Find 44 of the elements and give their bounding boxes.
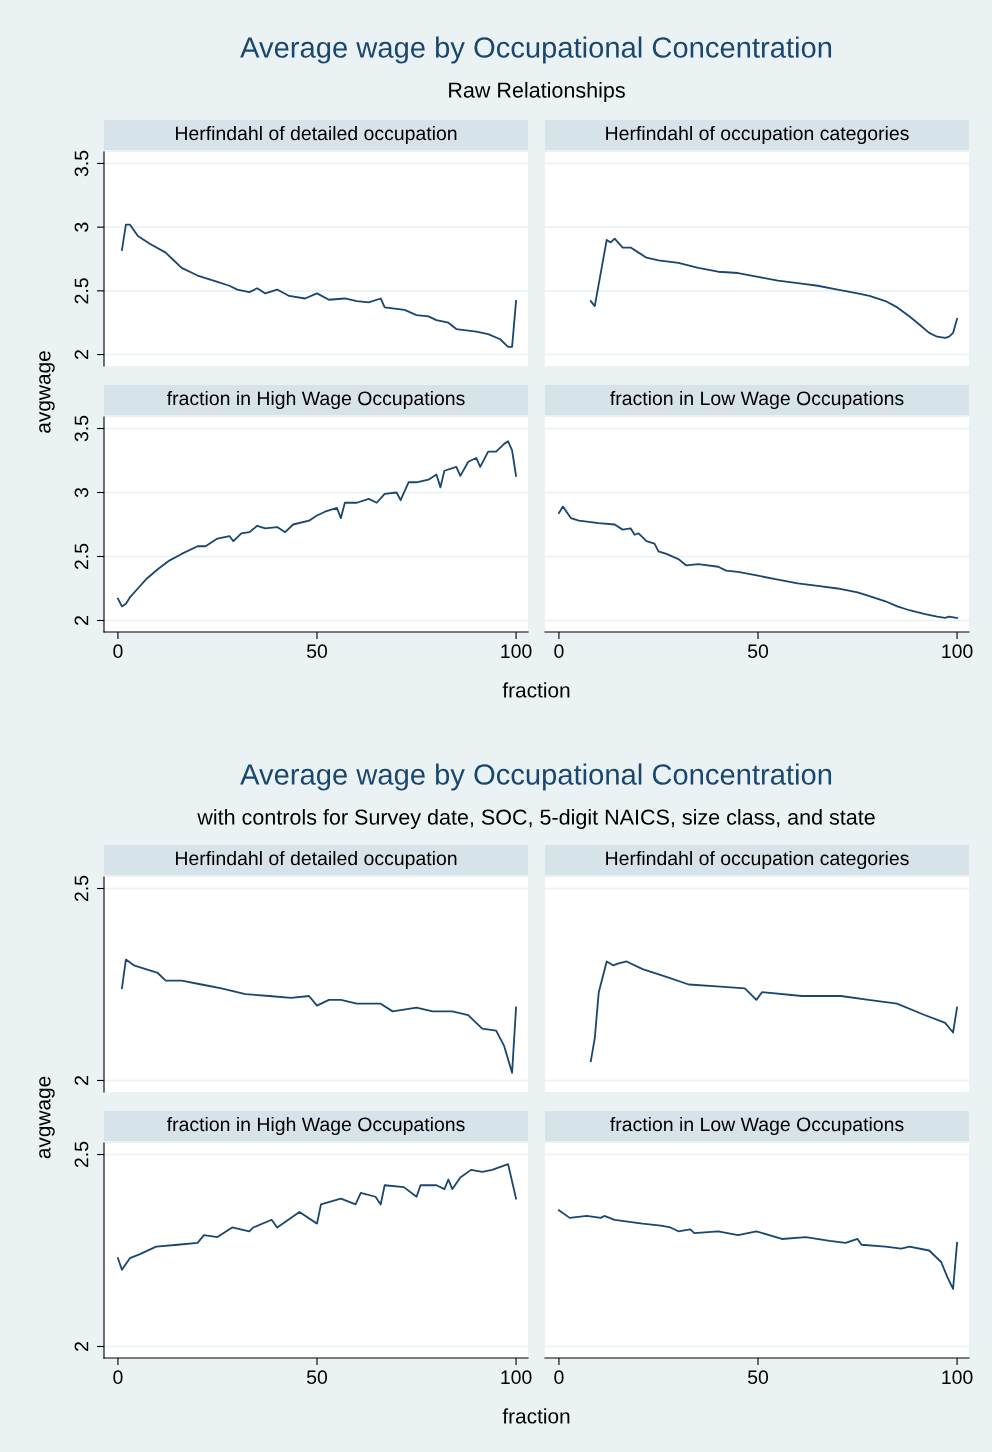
text: Average wage by Occupational Concentration bbox=[240, 763, 832, 791]
y-tick-label: 2.5 bbox=[74, 543, 89, 570]
y-tick-label: 3 bbox=[74, 222, 89, 232]
chart-title: Herfindahl of detailed occupation bbox=[176, 125, 457, 145]
y-tick-label: 3 bbox=[74, 487, 89, 498]
chart-title: fraction in High Wage Occupations bbox=[166, 1116, 465, 1136]
x-tick-label: 50 bbox=[306, 644, 328, 659]
text: Average wage by Occupational Concentration bbox=[240, 36, 832, 64]
chart-title: fraction in High Wage Occupations bbox=[166, 390, 465, 410]
line-series bbox=[117, 1163, 517, 1271]
x-tick-label: 100 bbox=[501, 644, 532, 659]
x-tick-label: 0 bbox=[113, 644, 123, 659]
chart-title: Herfindahl of detailed occupation bbox=[176, 850, 457, 870]
x-tick-label: 100 bbox=[942, 1370, 973, 1385]
line-series bbox=[121, 223, 517, 348]
y-tick-label: 2 bbox=[74, 1076, 89, 1085]
y-tick-label: 3.5 bbox=[74, 415, 89, 442]
chart-title: Herfindahl of occupation categories bbox=[606, 850, 909, 870]
chart-title: Herfindahl of occupation categories bbox=[606, 125, 909, 145]
x-tick-label: 100 bbox=[942, 644, 973, 659]
y-axis-title: avgwage bbox=[39, 351, 55, 433]
y-tick-label: 2.5 bbox=[74, 278, 89, 304]
chart-title: fraction in Low Wage Occupations bbox=[610, 390, 904, 410]
y-tick-label: 3.5 bbox=[74, 150, 89, 177]
line-series bbox=[117, 440, 517, 608]
text: with controls for Survey date, SOC, 5-digit NAICS, size class, and state bbox=[197, 808, 875, 830]
line-series bbox=[121, 958, 517, 1074]
x-axis-title: fraction bbox=[502, 1408, 570, 1424]
y-tick-label: 2.5 bbox=[74, 1141, 89, 1168]
x-tick-label: 0 bbox=[554, 644, 564, 659]
y-tick-label: 2 bbox=[74, 350, 89, 359]
x-tick-label: 0 bbox=[113, 1370, 123, 1385]
y-tick-label: 2 bbox=[74, 616, 89, 625]
x-tick-label: 100 bbox=[501, 1370, 532, 1385]
x-tick-label: 50 bbox=[306, 1370, 328, 1385]
chart-title: fraction in Low Wage Occupations bbox=[610, 1116, 904, 1136]
x-axis-title: fraction bbox=[502, 682, 570, 698]
x-tick-label: 50 bbox=[747, 1370, 769, 1385]
x-tick-label: 50 bbox=[747, 644, 769, 659]
y-tick-label: 2 bbox=[74, 1342, 89, 1351]
x-tick-label: 0 bbox=[554, 1370, 564, 1385]
y-axis-title: avgwage bbox=[39, 1076, 55, 1159]
y-tick-label: 2.5 bbox=[74, 875, 89, 902]
text: Raw Relationships bbox=[449, 81, 625, 103]
